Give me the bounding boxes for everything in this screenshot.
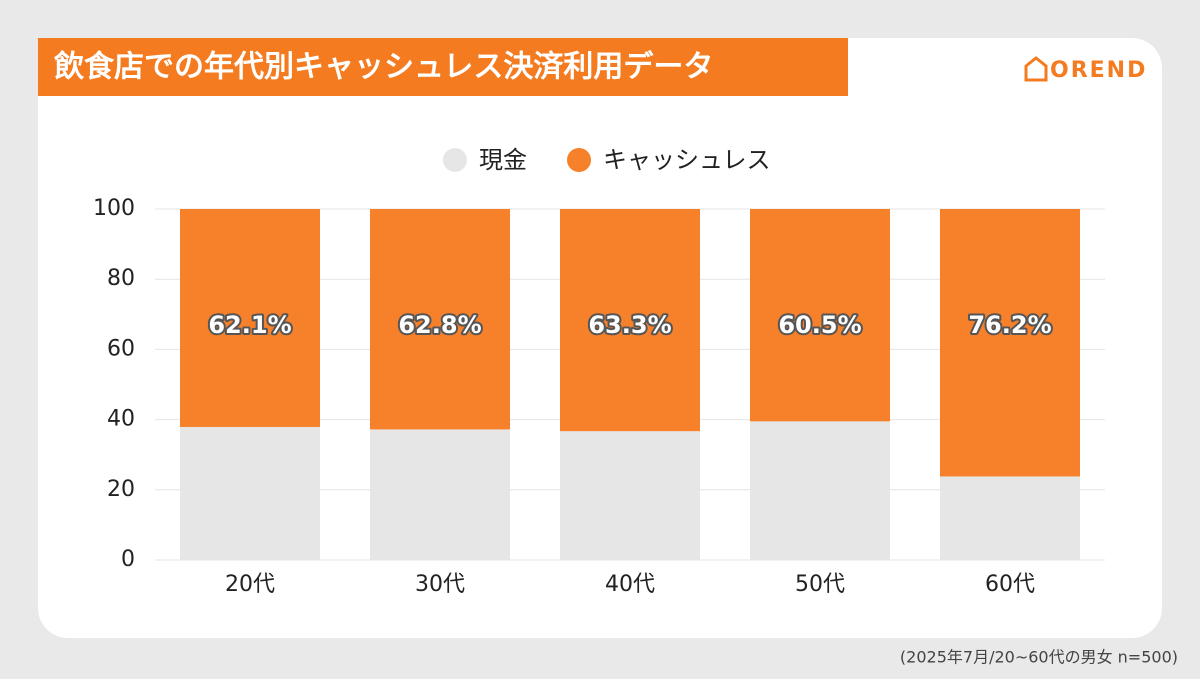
bar-segment [370,429,510,560]
footnote: (2025年7月/20~60代の男女 n=500) [900,648,1178,667]
value-label: 76.2% [968,311,1051,339]
title-banner [38,38,848,96]
chart-title: 飲食店での年代別キャッシュレス決済利用データ [54,50,713,85]
x-tick-label: 50代 [795,572,845,597]
value-label: 63.3% [588,311,671,339]
legend-swatch [567,148,591,172]
x-tick-label: 60代 [985,572,1035,597]
y-tick-label: 20 [107,477,135,502]
bar-segment [940,209,1080,477]
logo-icon [1024,56,1048,82]
logo: OREND [1024,56,1147,83]
x-tick-label: 20代 [225,572,275,597]
logo-text: OREND [1050,58,1147,83]
legend-swatch [443,148,467,172]
bar-segment [370,209,510,430]
y-tick-label: 60 [107,336,135,361]
y-tick-label: 40 [107,407,135,432]
legend-label: 現金 [479,146,527,174]
value-label: 60.5% [778,311,861,339]
value-label: 62.1% [208,311,291,339]
bar-segment [750,421,890,560]
bar-segment [560,431,700,560]
bar-segment [180,426,320,560]
value-label: 62.8% [398,311,481,339]
bar-segment [560,209,700,432]
x-tick-label: 40代 [605,572,655,597]
x-tick-label: 30代 [415,572,465,597]
legend-label: キャッシュレス [603,146,771,174]
bar-segment [180,209,320,427]
bar-segment [750,209,890,422]
bar-segment [940,476,1080,560]
y-tick-label: 100 [93,196,135,221]
y-tick-label: 0 [121,547,135,572]
y-tick-label: 80 [107,266,135,291]
